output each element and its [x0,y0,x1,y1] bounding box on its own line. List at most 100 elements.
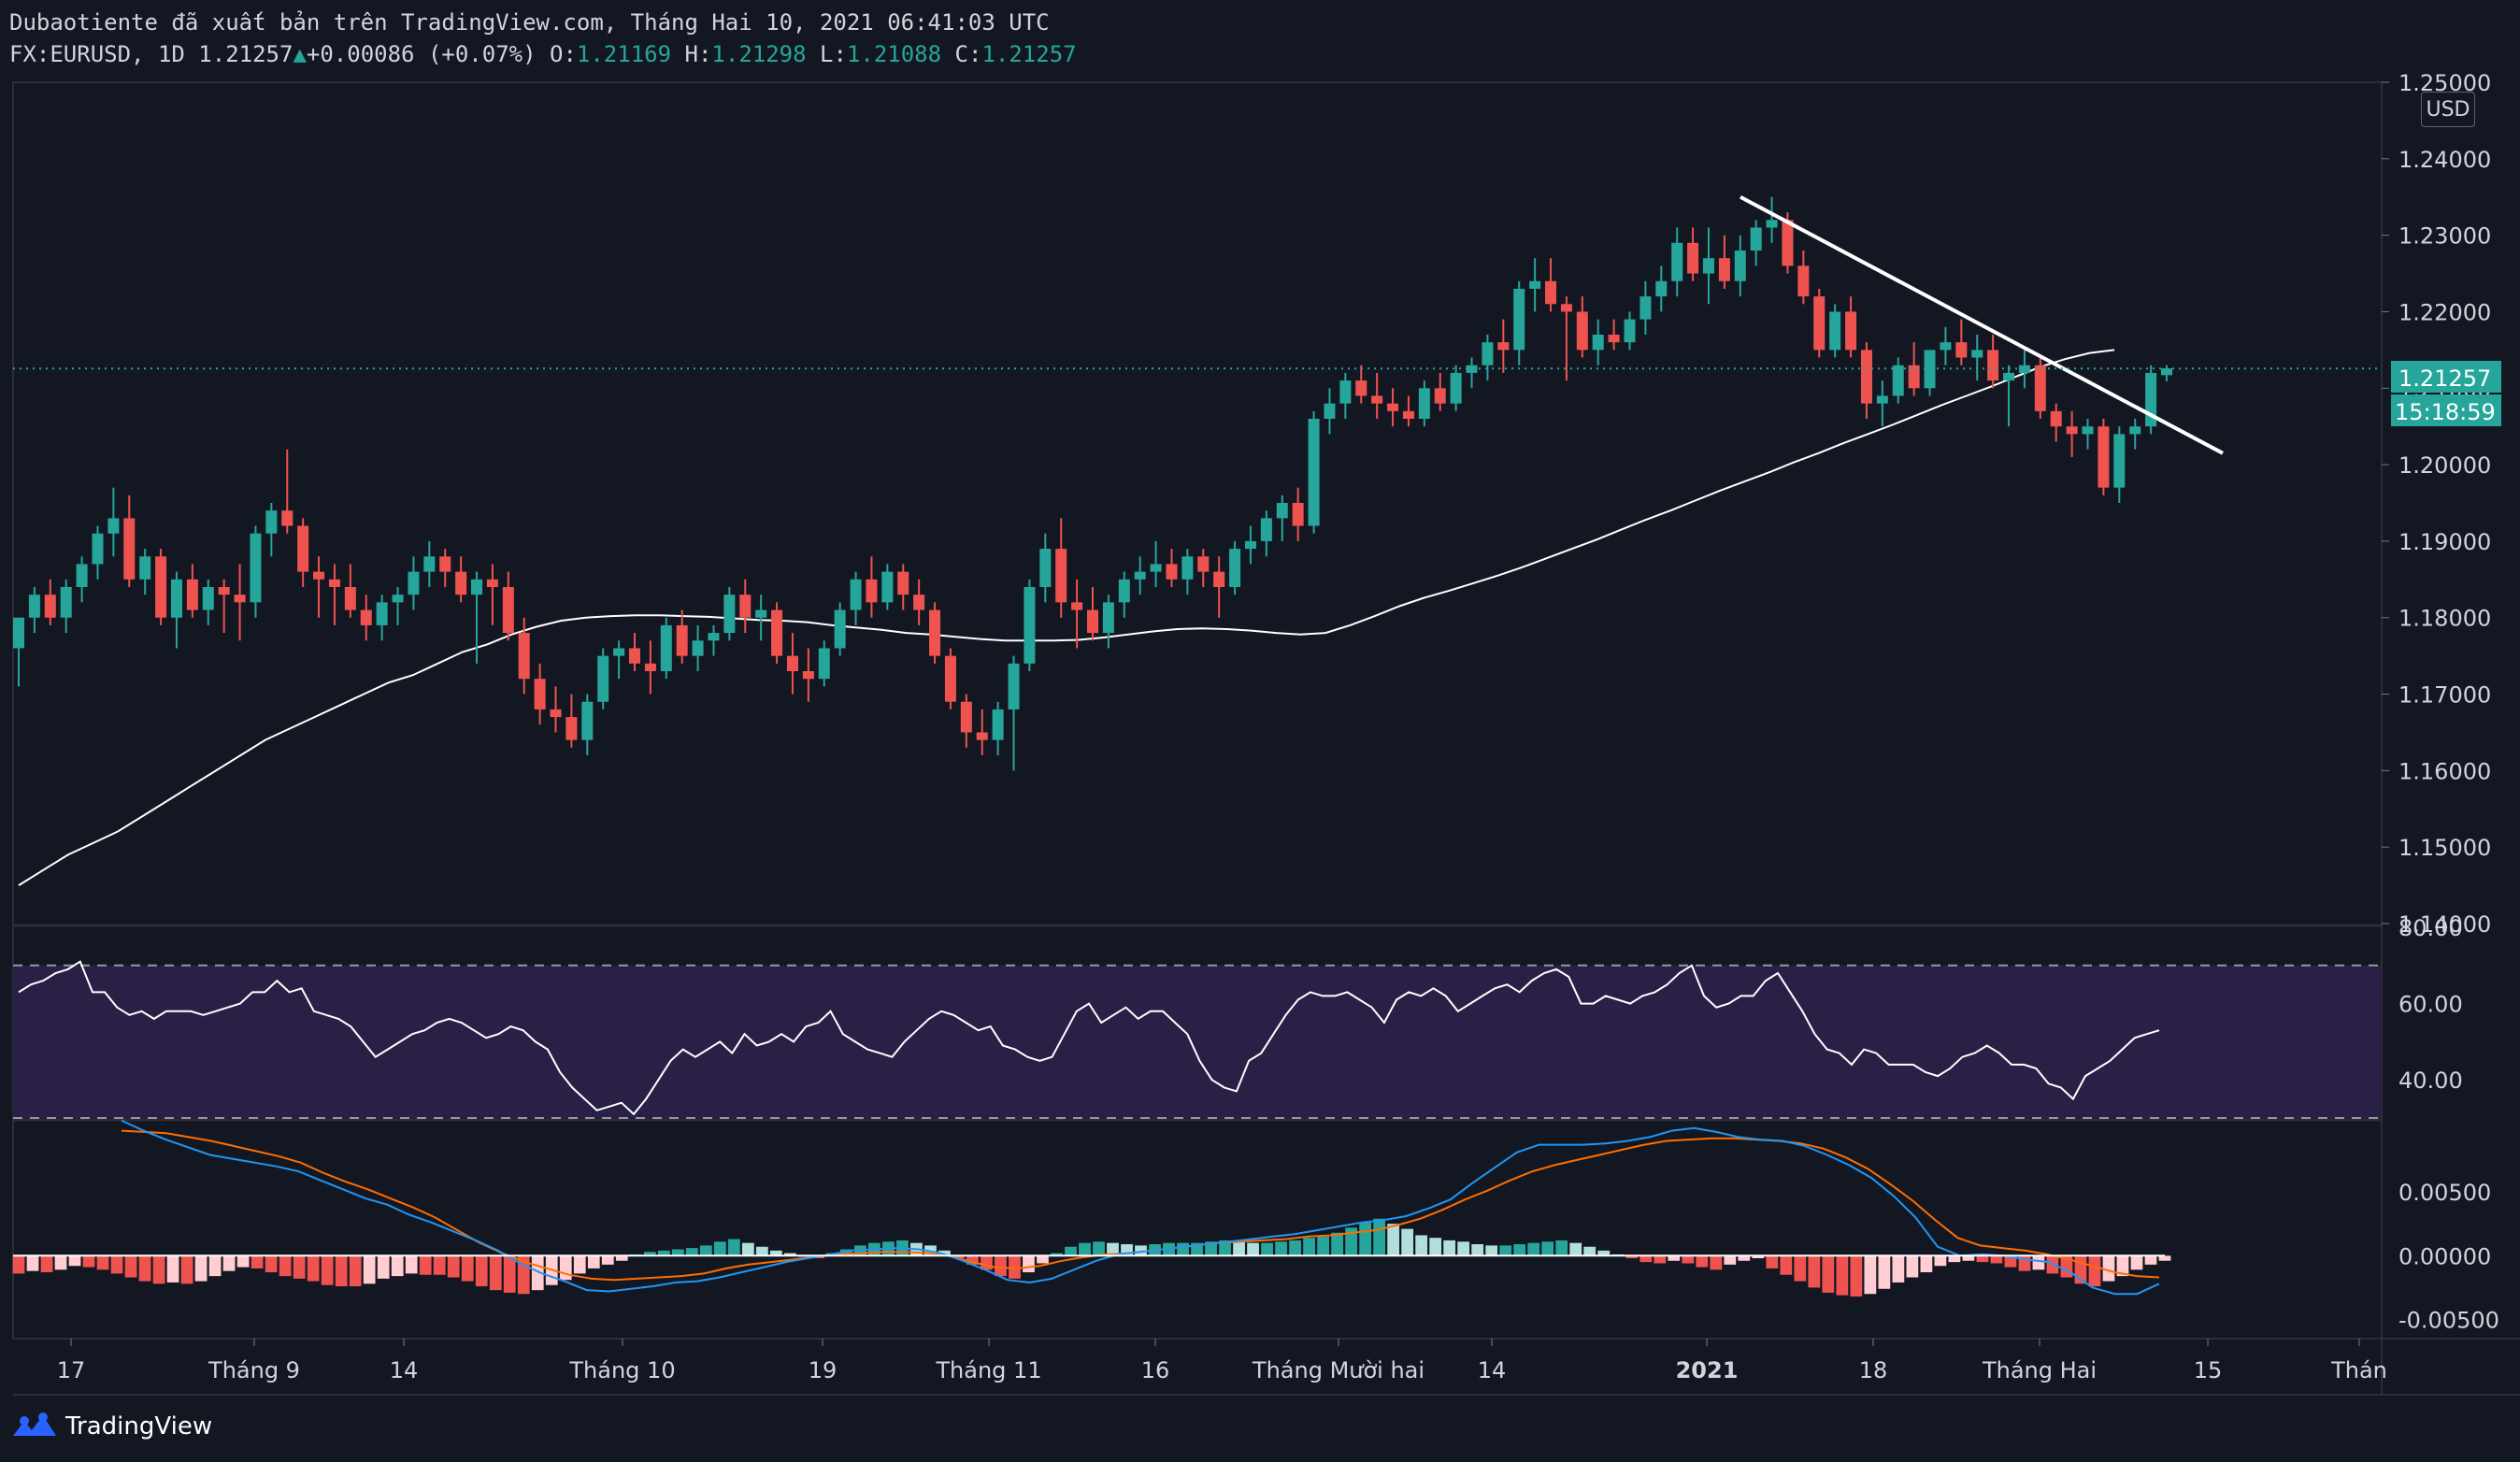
macd-histogram-bar [1205,1241,1217,1256]
candle-body [2098,426,2110,488]
candle-body [186,579,198,610]
candle-body [1718,258,1730,281]
macd-histogram-bar [377,1255,390,1279]
macd-histogram-bar [461,1255,474,1282]
macd-histogram-bar [82,1255,95,1268]
macd-histogram-bar [1093,1241,1105,1256]
macd-histogram-bar [222,1255,236,1271]
macd-histogram-bar [1583,1246,1596,1256]
candle-body [913,595,925,610]
time-tick-label: 17 [57,1357,86,1383]
rsi-tick-label: 80.00 [2398,915,2463,941]
candle-body [1545,280,1557,305]
moving-average [18,349,2115,886]
macd-histogram-bar [1864,1255,1877,1295]
trendline-segment[interactable] [1740,194,2224,455]
currency-button[interactable]: USD [2421,92,2475,127]
candle-body [1339,380,1352,404]
price-tick-label: 1.14000 [2398,911,2491,938]
candle-body [139,556,151,580]
candle-body [2161,368,2172,376]
candle-body [1450,372,1462,404]
candle-body [1655,280,1668,297]
macd-histogram-bar [713,1241,726,1256]
open-label: O: [550,41,577,67]
macd-histogram-bar [1766,1255,1779,1268]
time-tick-label: Tháng Mười hai [1252,1357,1425,1383]
candle-body [976,732,988,740]
candle-body [1434,388,1446,404]
time-tick-label: 19 [809,1357,838,1383]
macd-histogram-bar [68,1255,81,1267]
publisher-line: Dubaotiente đã xuất bản trên TradingView… [9,9,1050,36]
candle-body [297,525,309,572]
macd-pane: 0.00500 0.00000 -0.00500 [12,1119,2499,1334]
candle-body [423,556,436,572]
high-value: 1.21298 [711,41,807,67]
macd-histogram-bar [236,1255,250,1268]
macd-histogram-bar [180,1255,193,1284]
candle-body [1387,403,1399,411]
price-tick-label: 1.15000 [2398,835,2491,861]
time-axis: 17 Tháng 9 14 Tháng 10 19 Tháng 11 16 Tháng Mườ… [57,1339,2387,1383]
macd-histogram-bar [1135,1245,1147,1256]
candle-body [313,571,325,580]
macd-histogram-bar [727,1239,740,1256]
macd-histogram-bar [1850,1255,1863,1297]
macd-histogram-bar [1934,1255,1947,1267]
macd-histogram-bar [2102,1255,2115,1282]
candle-body [408,571,420,595]
macd-histogram-bar [1513,1244,1526,1256]
time-tick-label: Tháng 9 [208,1357,300,1383]
candle-body [644,663,656,671]
symbol-name[interactable]: FX:EURUSD, 1D [9,41,185,67]
macd-histogram-bar [1794,1255,1807,1282]
candle-body [960,701,972,733]
candle-body [250,533,262,603]
macd-histogram-bar [966,1255,979,1265]
candle-body [2129,426,2141,435]
macd-histogram-bar [1962,1255,1975,1261]
high-label: H: [684,41,712,67]
candle-body [992,709,1004,740]
low-value: 1.21088 [846,41,942,67]
macd-histogram-bar [363,1255,376,1284]
rsi-tick-label: 60.00 [2398,992,2463,1018]
macd-histogram-bar [1724,1255,1737,1265]
time-tick-label: 14 [390,1357,419,1383]
macd-histogram-bar [433,1255,446,1275]
candle-body [1213,571,1225,587]
candle-body [660,624,672,671]
candle-body [708,633,720,641]
candle-body [1687,242,1699,274]
candles [13,196,2172,771]
candle-body [439,556,451,572]
macd-tick-label: 0.00500 [2398,1180,2491,1206]
candle-body [1924,350,1936,389]
candle-body [2050,410,2062,427]
macd-histogram-bar [1401,1228,1414,1256]
macd-histogram-bar [573,1255,586,1274]
ma-line [18,349,2115,886]
candle-body [1371,395,1383,404]
macd-histogram-bar [995,1255,1007,1277]
candle-body [1292,503,1304,526]
candle-body [692,640,704,656]
candle-body [234,595,246,603]
macd-histogram-bar [12,1255,25,1274]
candle-body [1892,365,1904,396]
candle-body [897,571,909,595]
candle-body [1482,342,1494,366]
candle-body [739,595,752,618]
macd-histogram-bar [1261,1242,1273,1256]
macd-histogram-bar [138,1255,151,1282]
footer-brand[interactable]: TradingView [11,1412,212,1441]
time-tick-label: Tháng Hai [1982,1357,2097,1383]
macd-histogram-bar [1822,1255,1835,1293]
trendline[interactable] [1740,194,2224,455]
candle-body [1971,350,1983,358]
close-value: 1.21257 [981,41,1077,67]
candle-body [1497,342,1510,351]
macd-histogram-bar [405,1255,418,1274]
